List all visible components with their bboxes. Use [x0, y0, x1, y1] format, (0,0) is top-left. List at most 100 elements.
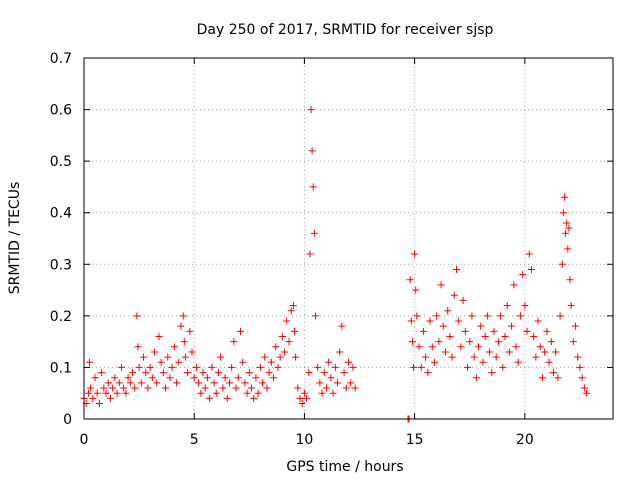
data-point: [349, 363, 357, 371]
data-point: [256, 363, 264, 371]
data-point: [410, 363, 418, 371]
data-point: [314, 363, 322, 371]
data-point: [536, 343, 544, 351]
data-point: [217, 353, 225, 361]
data-point: [439, 322, 447, 330]
data-point: [296, 394, 304, 402]
data-point: [444, 307, 452, 315]
y-tick-label: 0.2: [50, 309, 72, 325]
data-point: [567, 302, 575, 310]
x-axis-label: GPS time / hours: [286, 459, 403, 475]
data-point: [261, 353, 269, 361]
data-point: [164, 353, 172, 361]
data-point: [503, 302, 511, 310]
data-point: [512, 343, 520, 351]
data-point: [104, 379, 112, 387]
data-point: [243, 389, 251, 397]
data-point: [459, 296, 467, 304]
data-point: [510, 281, 518, 289]
data-point: [333, 379, 341, 387]
data-point: [455, 317, 463, 325]
data-point: [278, 332, 286, 340]
data-point: [501, 332, 509, 340]
data-point: [351, 384, 359, 392]
data-point: [329, 389, 337, 397]
data-point: [331, 363, 339, 371]
data-point: [175, 358, 183, 366]
data-point: [426, 317, 434, 325]
data-point: [327, 374, 335, 382]
data-point: [214, 369, 222, 377]
data-point: [490, 327, 498, 335]
data-point: [538, 374, 546, 382]
data-point: [162, 384, 170, 392]
data-point: [210, 379, 218, 387]
data-point: [195, 379, 203, 387]
data-point: [252, 374, 260, 382]
data-point: [412, 286, 420, 294]
data-point: [549, 369, 557, 377]
data-point: [565, 224, 573, 232]
data-point: [411, 250, 419, 258]
data-point: [137, 379, 145, 387]
y-tick-label: 0.4: [50, 206, 72, 222]
data-point: [201, 384, 209, 392]
data-point: [177, 322, 185, 330]
data-point: [117, 363, 125, 371]
data-point: [199, 369, 207, 377]
data-point: [472, 374, 480, 382]
data-point: [219, 384, 227, 392]
data-point: [259, 379, 267, 387]
data-point: [338, 322, 346, 330]
data-point: [212, 389, 220, 397]
data-point: [479, 358, 487, 366]
data-point: [318, 389, 326, 397]
data-point: [181, 353, 189, 361]
data-point: [521, 302, 529, 310]
data-point: [144, 384, 152, 392]
data-point: [135, 363, 143, 371]
data-point: [168, 363, 176, 371]
data-point: [519, 271, 527, 279]
data-point: [336, 348, 344, 356]
data-point: [541, 348, 549, 356]
y-tick-label: 0.6: [50, 103, 72, 119]
data-point: [562, 229, 570, 237]
data-point: [102, 389, 110, 397]
data-point: [415, 343, 423, 351]
data-point: [406, 276, 414, 284]
data-point: [457, 343, 465, 351]
data-point: [93, 389, 101, 397]
data-point: [523, 327, 531, 335]
data-point: [285, 338, 293, 346]
data-point: [250, 394, 258, 402]
data-point: [151, 348, 159, 356]
data-point: [276, 353, 284, 361]
data-point: [100, 384, 108, 392]
data-point: [289, 302, 297, 310]
data-point: [494, 338, 502, 346]
data-point: [294, 384, 302, 392]
data-point: [569, 338, 577, 346]
data-point: [308, 147, 316, 155]
data-point: [126, 379, 134, 387]
data-point: [115, 379, 123, 387]
data-point: [559, 209, 567, 217]
x-tick-label: 20: [516, 432, 534, 448]
data-point: [556, 312, 564, 320]
data-point: [113, 389, 121, 397]
data-point: [95, 400, 103, 408]
data-point: [86, 358, 94, 366]
data-point: [322, 384, 330, 392]
y-tick-label: 0.1: [50, 360, 72, 376]
data-point: [466, 338, 474, 346]
data-point: [580, 384, 588, 392]
data-point: [446, 332, 454, 340]
data-point: [306, 250, 314, 258]
data-point: [290, 327, 298, 335]
data-point: [254, 389, 262, 397]
data-point: [239, 358, 247, 366]
data-point: [298, 400, 306, 408]
data-point: [184, 369, 192, 377]
